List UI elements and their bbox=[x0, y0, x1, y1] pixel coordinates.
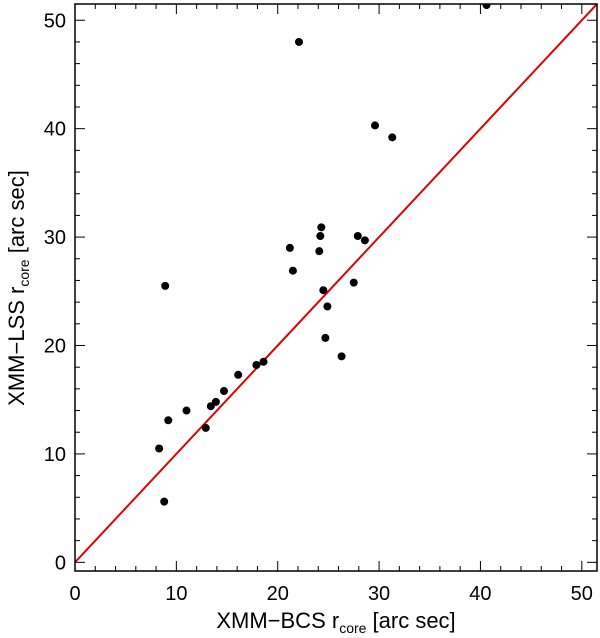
axis-ticks bbox=[74, 4, 597, 571]
y-tick-label: 30 bbox=[44, 227, 66, 249]
data-point bbox=[285, 243, 294, 252]
data-point bbox=[259, 357, 268, 366]
data-point bbox=[295, 37, 304, 46]
data-point bbox=[182, 406, 191, 415]
data-point bbox=[482, 4, 491, 10]
data-point bbox=[388, 133, 397, 142]
data-point bbox=[319, 286, 328, 295]
y-axis-label: XMM−LSS rcore [arc sec] bbox=[4, 170, 32, 406]
x-tick-labels: 0 10 20 30 40 50 bbox=[69, 583, 592, 605]
x-tick-label: 50 bbox=[571, 583, 593, 605]
data-point bbox=[288, 266, 297, 275]
y-tick-label: 10 bbox=[44, 444, 66, 466]
data-point bbox=[371, 121, 380, 130]
x-axis-label: XMM−BCS rcore [arc sec] bbox=[216, 608, 455, 636]
y-tick-label: 0 bbox=[55, 552, 66, 574]
data-point bbox=[201, 423, 210, 432]
data-point bbox=[161, 281, 170, 290]
data-point bbox=[316, 232, 325, 241]
plot-frame bbox=[74, 3, 598, 572]
data-points bbox=[155, 4, 491, 506]
x-tick-label: 10 bbox=[165, 583, 187, 605]
x-tick-label: 20 bbox=[267, 583, 289, 605]
y-tick-label: 20 bbox=[44, 336, 66, 358]
data-point bbox=[315, 247, 324, 256]
data-point bbox=[234, 370, 243, 379]
x-tick-label: 30 bbox=[368, 583, 390, 605]
data-point bbox=[164, 416, 173, 425]
reference-line bbox=[75, 4, 597, 564]
data-point bbox=[252, 361, 261, 370]
data-point bbox=[337, 352, 346, 361]
data-point bbox=[155, 444, 164, 453]
data-point bbox=[317, 223, 326, 232]
data-point bbox=[349, 278, 358, 287]
y-tick-label: 40 bbox=[44, 119, 66, 141]
data-point bbox=[321, 333, 330, 342]
y-tick-labels: 0 10 20 30 40 50 bbox=[44, 10, 66, 574]
x-tick-label: 40 bbox=[469, 583, 491, 605]
data-point bbox=[360, 236, 369, 245]
data-point bbox=[323, 302, 332, 311]
data-point bbox=[219, 387, 228, 396]
data-point bbox=[353, 232, 362, 241]
data-point bbox=[160, 497, 169, 506]
data-point bbox=[211, 397, 220, 406]
y-tick-label: 50 bbox=[44, 10, 66, 32]
x-tick-label: 0 bbox=[69, 583, 80, 605]
